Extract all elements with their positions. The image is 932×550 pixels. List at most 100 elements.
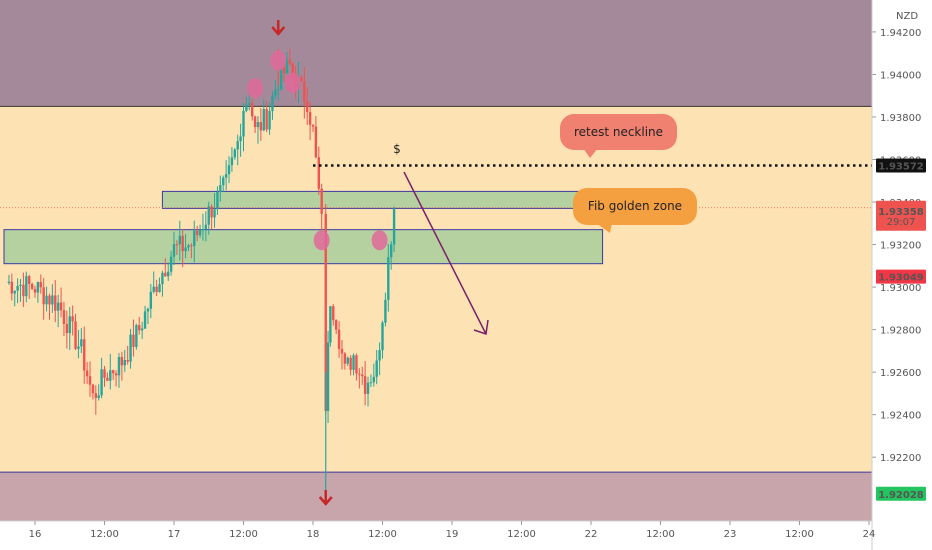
candle-body bbox=[178, 235, 181, 245]
candle-body bbox=[236, 141, 239, 150]
candle-body bbox=[329, 306, 332, 343]
candle-body bbox=[219, 185, 222, 193]
candle-body bbox=[120, 357, 124, 366]
candle-body bbox=[253, 116, 257, 128]
candle-body bbox=[311, 124, 315, 127]
candle-body bbox=[80, 339, 83, 347]
candle-body bbox=[19, 284, 22, 286]
candle-body bbox=[193, 230, 196, 247]
candle-body bbox=[291, 63, 294, 74]
candle-body bbox=[282, 62, 286, 74]
x-tick-label: 16 bbox=[29, 529, 42, 540]
candle-body bbox=[303, 81, 306, 102]
candle-body bbox=[248, 102, 251, 105]
x-tick-label: 12:00 bbox=[507, 529, 536, 540]
candle-body bbox=[224, 174, 228, 178]
candle-body bbox=[349, 357, 352, 370]
candle-body bbox=[201, 229, 205, 231]
x-tick-label: 12:00 bbox=[368, 529, 397, 540]
pattern-marker bbox=[247, 78, 264, 99]
candle-body bbox=[277, 89, 280, 91]
y-tick-label: 1.93200 bbox=[880, 241, 921, 252]
time-axis-panel bbox=[0, 521, 872, 550]
x-tick-label: 19 bbox=[446, 529, 459, 540]
resistance-zone bbox=[0, 0, 872, 107]
price-label: 1.92028 bbox=[878, 490, 924, 501]
projection-arrow bbox=[403, 171, 487, 335]
candle-body bbox=[381, 322, 384, 351]
candle-body bbox=[268, 110, 271, 130]
fib-golden-zone-callout-tail bbox=[596, 223, 612, 233]
candle-body bbox=[265, 109, 268, 130]
price-label-box bbox=[876, 486, 926, 501]
dollar-annotation: $ bbox=[393, 142, 401, 156]
retest-neckline-box bbox=[161, 190, 580, 209]
candle-body bbox=[279, 62, 283, 90]
x-tick-label: 22 bbox=[585, 529, 598, 540]
candle-body bbox=[320, 188, 323, 214]
y-tick-label: 1.94200 bbox=[880, 28, 921, 39]
candle-body bbox=[97, 395, 100, 398]
candle-body bbox=[369, 382, 373, 384]
candle-body bbox=[245, 104, 248, 111]
fib-golden-zone-callout bbox=[573, 188, 697, 225]
countdown-label: 29:07 bbox=[887, 217, 916, 228]
candle-body bbox=[62, 310, 66, 325]
y-tick-label: 1.92200 bbox=[880, 453, 921, 464]
candle-body bbox=[216, 192, 219, 210]
candle-body bbox=[117, 357, 121, 376]
candle-body bbox=[42, 287, 45, 305]
candle-body bbox=[389, 244, 393, 258]
candle-body bbox=[111, 370, 115, 374]
candle-body bbox=[28, 276, 31, 284]
candle-body bbox=[324, 213, 327, 411]
x-tick-label: 12:00 bbox=[785, 529, 814, 540]
candle-body bbox=[138, 325, 141, 331]
candle-body bbox=[332, 306, 335, 321]
candle-body bbox=[59, 302, 63, 311]
pattern-marker bbox=[270, 50, 287, 71]
candle-body bbox=[51, 295, 54, 305]
candle-body bbox=[33, 288, 37, 293]
y-tick-label: 1.92400 bbox=[880, 411, 921, 422]
candle-body bbox=[259, 122, 263, 131]
currency-label: NZD bbox=[896, 11, 918, 22]
fib-golden-zone-label: Fib golden zone bbox=[588, 199, 682, 213]
candle-body bbox=[30, 283, 34, 289]
candle-body bbox=[187, 245, 190, 248]
candle-body bbox=[10, 281, 14, 294]
candle-body bbox=[123, 360, 126, 366]
candle-body bbox=[256, 122, 260, 128]
candle-body bbox=[334, 320, 338, 330]
candle-body bbox=[210, 206, 213, 218]
candle-body bbox=[233, 149, 237, 158]
candle-body bbox=[56, 302, 60, 311]
candle-body bbox=[152, 286, 155, 292]
x-tick-label: 23 bbox=[724, 529, 737, 540]
y-tick-label: 1.94000 bbox=[880, 70, 921, 81]
candle-body bbox=[149, 291, 153, 309]
candle-body bbox=[65, 324, 69, 334]
candle-body bbox=[94, 393, 98, 398]
candle-body bbox=[262, 109, 265, 131]
candle-body bbox=[317, 157, 320, 189]
candle-body bbox=[71, 316, 74, 322]
x-tick-label: 24 bbox=[863, 529, 876, 540]
x-tick-label: 18 bbox=[307, 529, 320, 540]
support-zone bbox=[0, 472, 872, 521]
candle-body bbox=[155, 286, 158, 293]
candle-body bbox=[306, 101, 309, 113]
candle-body bbox=[88, 376, 92, 385]
candle-body bbox=[361, 374, 364, 377]
candle-body bbox=[175, 244, 179, 246]
pattern-marker bbox=[313, 230, 330, 251]
candle-body bbox=[146, 308, 150, 312]
candle-body bbox=[77, 346, 80, 349]
top-arrow-head bbox=[271, 26, 286, 36]
candle-body bbox=[314, 126, 318, 158]
price-label: 1.93572 bbox=[878, 161, 924, 172]
candle-body bbox=[45, 295, 48, 305]
candle-body bbox=[288, 59, 292, 64]
candle-body bbox=[358, 373, 361, 375]
